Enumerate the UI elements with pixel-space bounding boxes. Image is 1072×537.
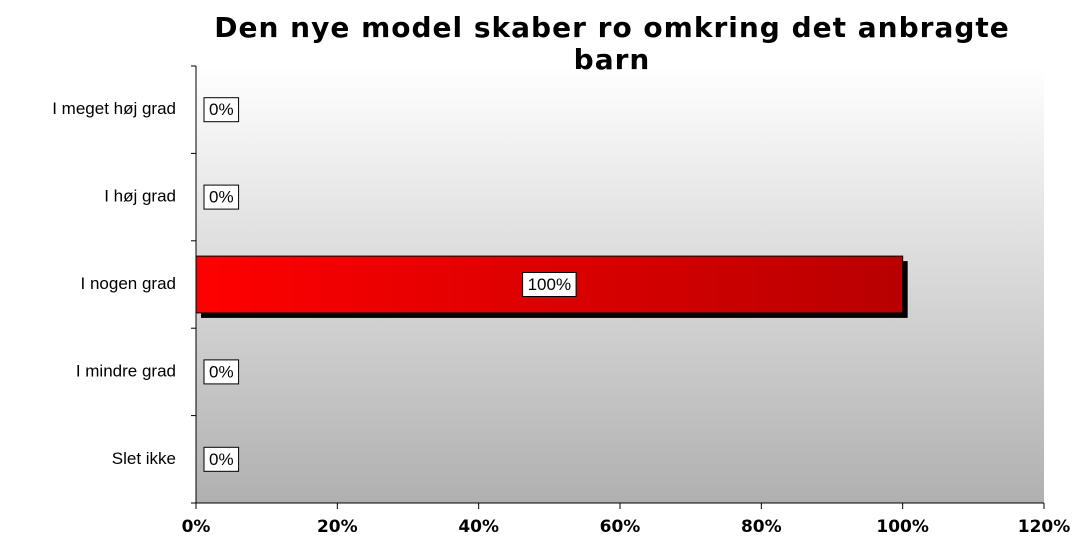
data-label-box xyxy=(522,272,577,297)
x-tick-label: 80% xyxy=(741,517,782,537)
data-label: 100% xyxy=(528,275,571,294)
data-label: 0% xyxy=(209,362,234,381)
y-tick-label: I høj grad xyxy=(104,187,176,206)
y-tick-label: Slet ikke xyxy=(112,449,176,468)
chart-title: Den nye model skaber ro omkring det anbr… xyxy=(214,11,1010,76)
x-tick-label: 100% xyxy=(876,517,929,537)
y-tick-label: I nogen grad xyxy=(81,274,176,293)
x-tick-label: 120% xyxy=(1018,517,1071,537)
data-label: 0% xyxy=(209,450,234,469)
x-tick-label: 60% xyxy=(600,517,641,537)
x-tick-label: 20% xyxy=(317,517,358,537)
data-label-box xyxy=(203,359,240,385)
data-label-box xyxy=(203,446,240,472)
y-tick-label: I mindre grad xyxy=(76,361,176,380)
data-label-box xyxy=(203,184,240,210)
data-label-box xyxy=(203,97,240,123)
y-tick-label: I meget høj grad xyxy=(52,99,176,118)
x-tick-label: 0% xyxy=(182,517,211,537)
data-label: 0% xyxy=(209,188,234,207)
data-label: 0% xyxy=(209,100,234,119)
x-tick-label: 40% xyxy=(458,517,499,537)
